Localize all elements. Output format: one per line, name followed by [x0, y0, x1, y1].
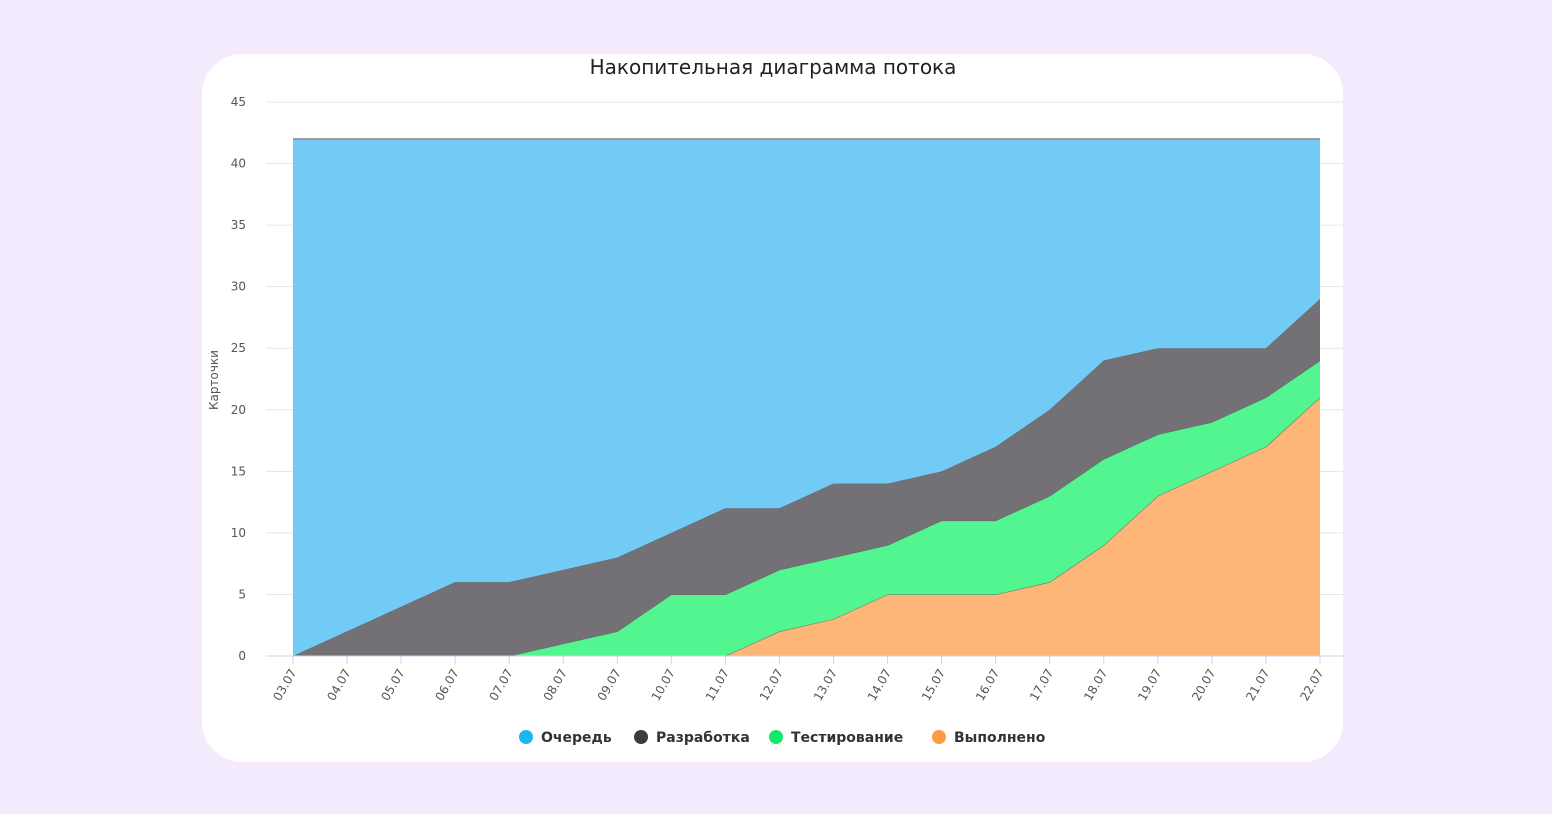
x-tick-label: 19.07	[1135, 667, 1164, 704]
y-tick-label: 40	[231, 157, 246, 171]
legend-marker-icon	[769, 730, 783, 744]
x-tick-label: 04.07	[324, 667, 353, 704]
legend-label: Очередь	[541, 730, 612, 746]
x-tick-label: 03.07	[270, 667, 299, 704]
x-tick-label: 14.07	[865, 667, 894, 704]
x-tick-label: 20.07	[1189, 667, 1218, 704]
legend-marker-icon	[634, 730, 648, 744]
x-tick-label: 09.07	[595, 667, 624, 704]
legend-label: Выполнено	[954, 730, 1046, 746]
x-tick-label: 06.07	[432, 667, 461, 704]
x-tick-label: 16.07	[973, 667, 1002, 704]
x-tick-label: 13.07	[811, 667, 840, 704]
legend-marker-icon	[932, 730, 946, 744]
legend-label: Тестирование	[791, 730, 903, 746]
y-tick-label: 45	[231, 95, 246, 109]
x-tick-label: 10.07	[649, 667, 678, 704]
x-tick-label: 15.07	[919, 667, 948, 704]
y-tick-label: 35	[231, 218, 246, 232]
x-tick-label: 07.07	[487, 667, 516, 704]
y-tick-label: 30	[231, 280, 246, 294]
y-tick-label: 25	[231, 341, 246, 355]
x-tick-label: 12.07	[757, 667, 786, 704]
area-2	[293, 298, 1320, 656]
y-tick-label: 20	[231, 403, 246, 417]
x-tick-label: 11.07	[703, 667, 732, 704]
x-tick-label: 21.07	[1243, 667, 1272, 704]
y-axis-label: Карточки	[207, 350, 221, 410]
y-tick-label: 5	[238, 587, 246, 601]
chart-title: Накопительная диаграмма потока	[590, 55, 957, 79]
legend-marker-icon	[519, 730, 533, 744]
x-tick-label: 18.07	[1081, 667, 1110, 704]
x-tick-label: 05.07	[378, 667, 407, 704]
legend-label: Разработка	[656, 730, 750, 746]
chart-card: Накопительная диаграмма потока Карточки …	[202, 54, 1343, 762]
y-tick-label: 10	[231, 526, 246, 540]
x-tick-label: 08.07	[541, 667, 570, 704]
legend-item[interactable]: Выполнено	[932, 730, 1046, 746]
x-tick-label: 22.07	[1297, 667, 1326, 704]
legend-item[interactable]: Тестирование	[769, 730, 903, 746]
legend-item[interactable]: Разработка	[634, 730, 750, 746]
area-1	[293, 360, 1320, 656]
cumulative-flow-chart: Накопительная диаграмма потока Карточки …	[207, 55, 1343, 746]
area-3	[293, 138, 1320, 656]
legend-item[interactable]: Очередь	[519, 730, 612, 746]
y-tick-label: 15	[231, 464, 246, 478]
area-0	[293, 397, 1320, 656]
y-tick-label: 0	[238, 649, 246, 663]
x-tick-label: 17.07	[1027, 667, 1056, 704]
